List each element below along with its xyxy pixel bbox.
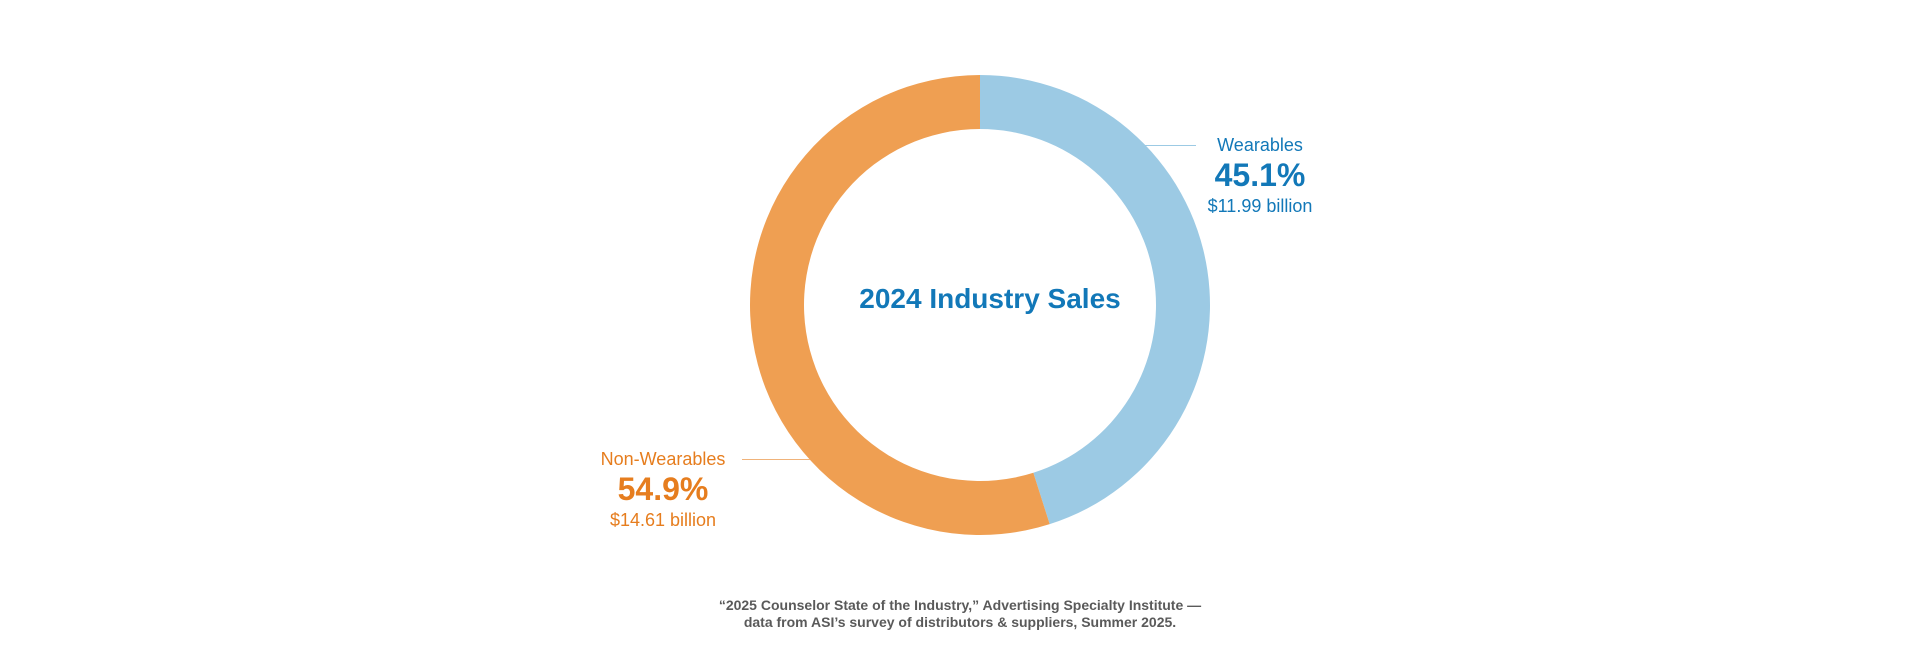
donut-slice-wearables <box>980 75 1210 525</box>
wearables-amount: $11.99 billion <box>1207 196 1313 216</box>
source-citation: “2025 Counselor State of the Industry,” … <box>660 597 1260 631</box>
source-line-1: “2025 Counselor State of the Industry,” … <box>718 597 1202 613</box>
chart-title: 2024 Industry Sales <box>859 283 1121 314</box>
source-line-2: data from ASI’s survey of distributors &… <box>743 614 1177 630</box>
non-wearables-percent: 54.9% <box>617 471 709 507</box>
non-wearables-leader-line <box>742 459 810 460</box>
wearables-percent: 45.1% <box>1214 157 1306 193</box>
non-wearables-amount: $14.61 billion <box>609 510 717 530</box>
wearables-leader-line <box>1134 145 1196 146</box>
wearables-name: Wearables <box>1217 135 1303 155</box>
non-wearables-name: Non-Wearables <box>600 449 726 469</box>
donut-slice-non-wearables <box>749 75 1050 536</box>
wearables-label: Wearables 45.1% $11.99 billion <box>1180 134 1340 218</box>
non-wearables-label: Non-Wearables 54.9% $14.61 billion <box>568 448 758 532</box>
